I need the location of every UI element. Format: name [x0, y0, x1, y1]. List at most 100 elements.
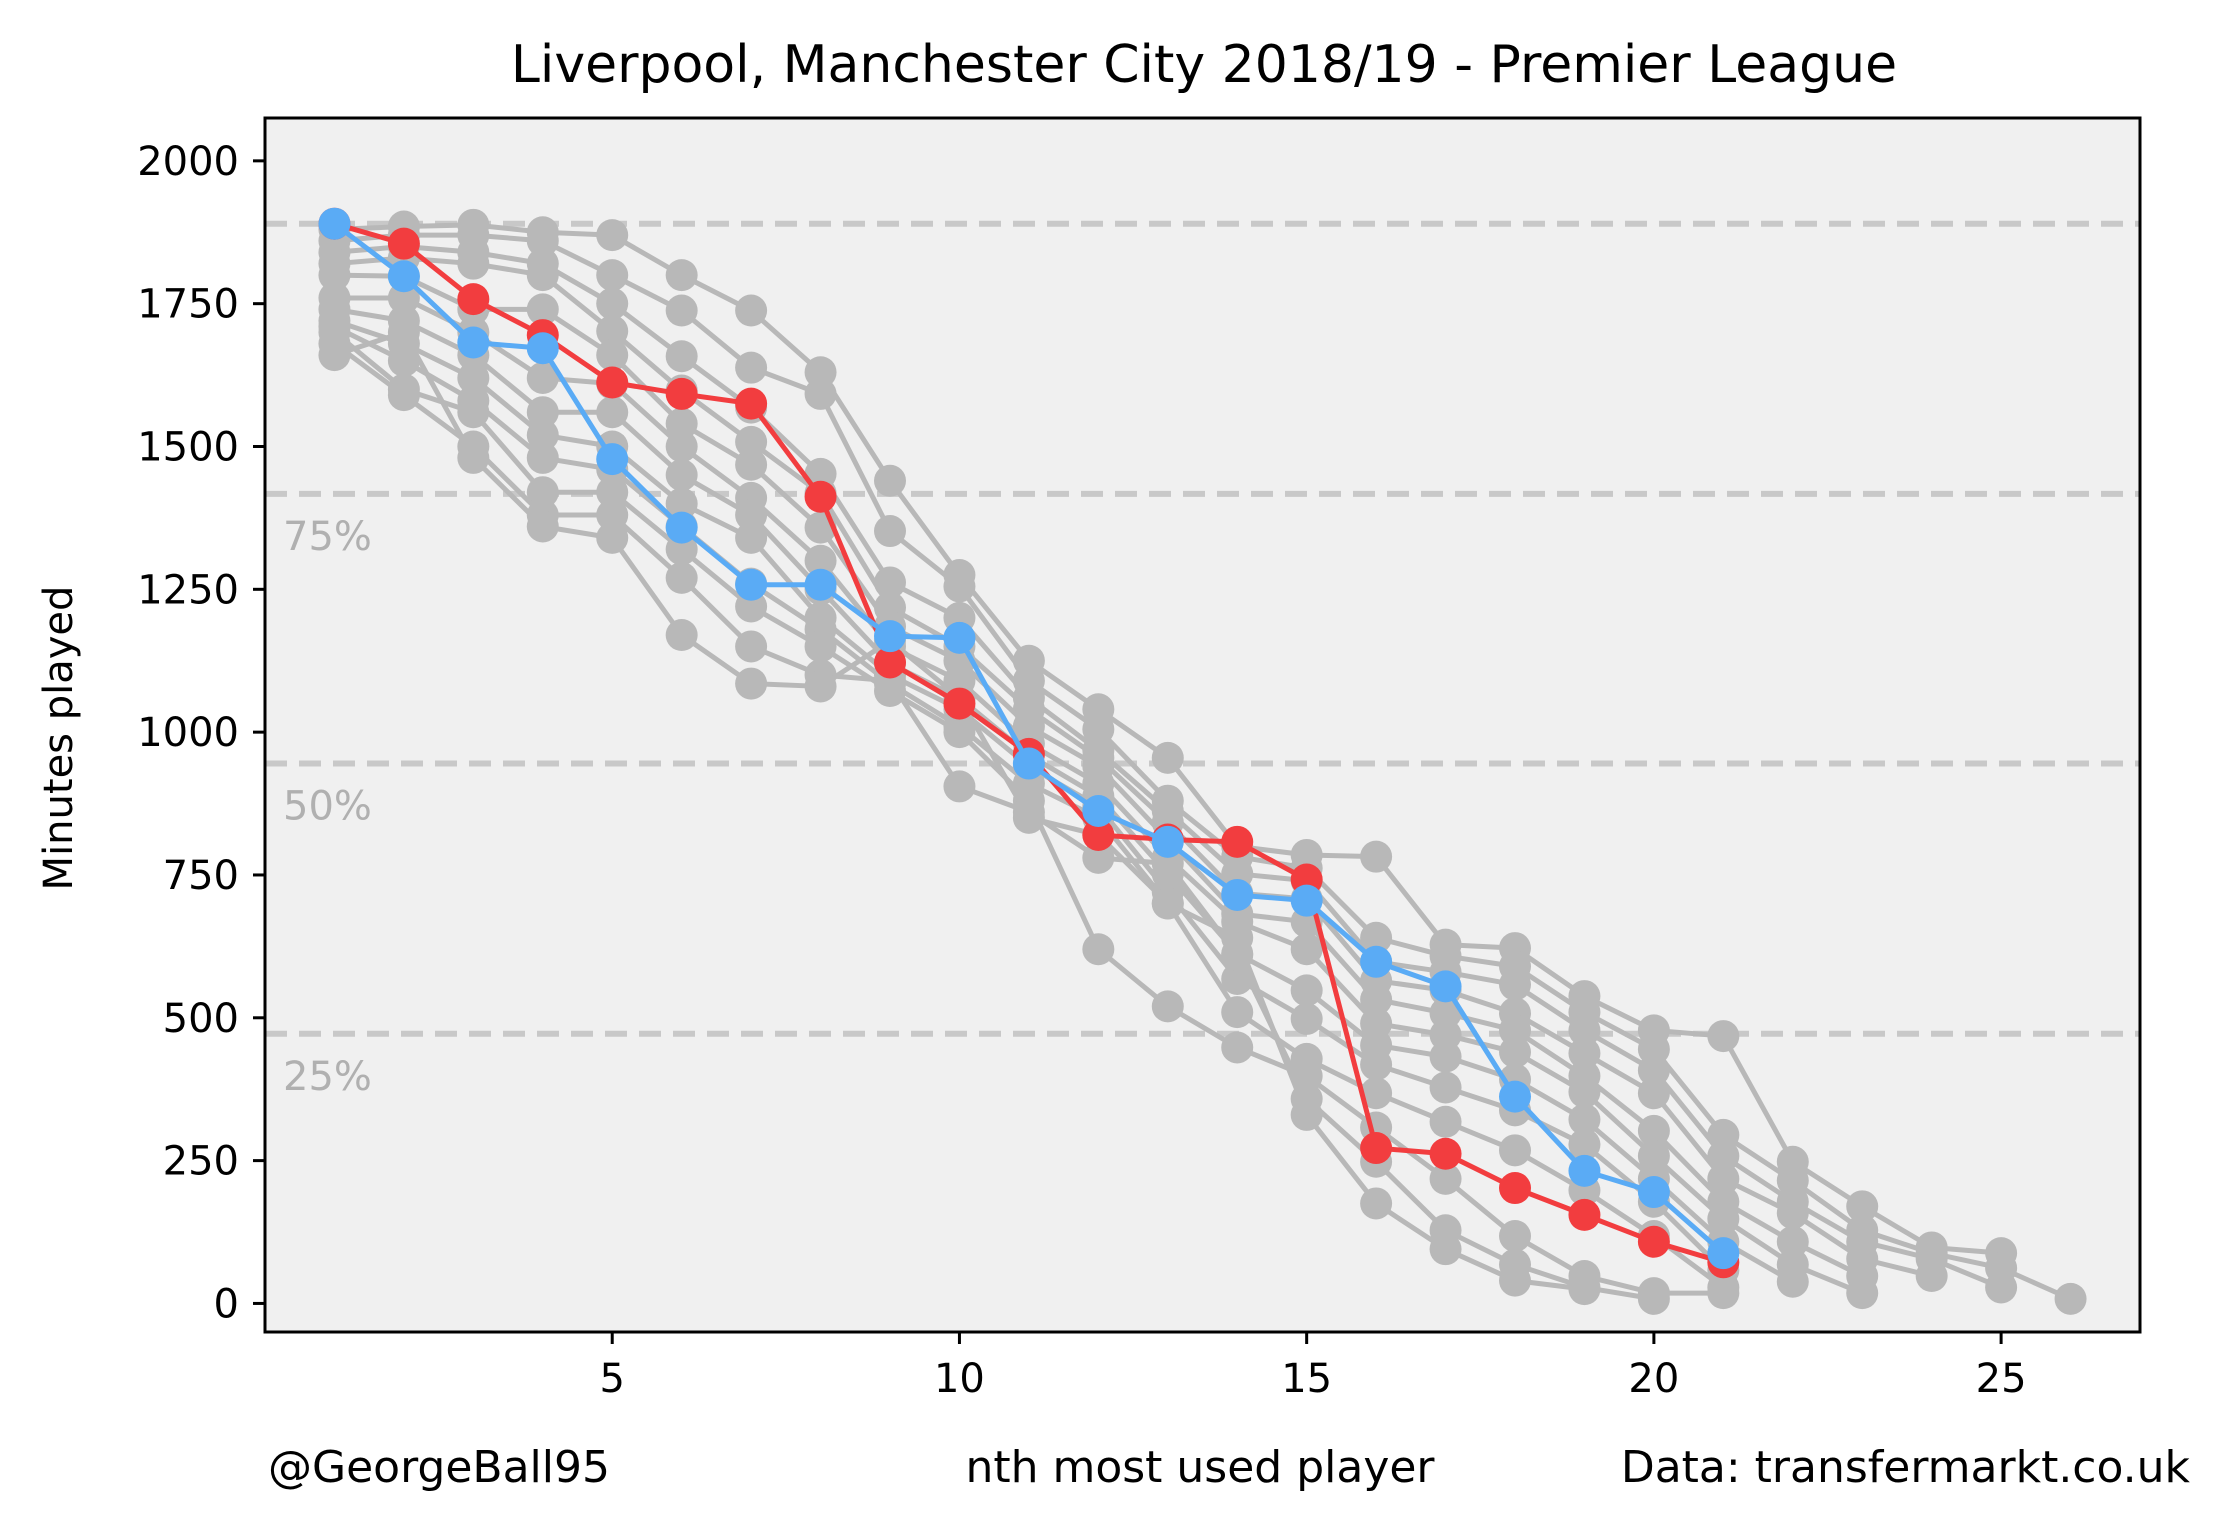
series-4-point-24	[1985, 1271, 2018, 1304]
series-1-point-15	[1360, 945, 1393, 978]
series-2-point-5	[665, 259, 698, 292]
series-3-point-15	[1360, 921, 1393, 954]
series-9-point-2	[457, 361, 490, 394]
x-tick-label-25: 25	[1976, 1356, 2027, 1402]
series-1-point-12	[1151, 825, 1184, 858]
series-7-point-14	[1290, 933, 1323, 966]
series-13-point-5	[665, 619, 698, 652]
series-6-point-19	[1637, 1114, 1670, 1147]
x-tick-label-20: 20	[1628, 1356, 1679, 1402]
plot-background	[265, 118, 2140, 1332]
series-3-point-4	[596, 259, 629, 292]
series-11-point-20	[1707, 1277, 1740, 1310]
series-11-point-13	[1221, 1031, 1254, 1064]
series-0-point-5	[665, 377, 698, 410]
series-1-point-1	[387, 260, 420, 293]
y-axis-label: Minutes played	[36, 586, 82, 891]
series-1-point-10	[1012, 747, 1045, 780]
series-13-point-1	[387, 316, 420, 349]
plot-area	[265, 118, 2140, 1332]
series-6-point-5	[665, 407, 698, 440]
series-1-point-19	[1637, 1176, 1670, 1209]
series-13-point-15	[1360, 1187, 1393, 1220]
reference-line-label-1: 75%	[283, 514, 372, 560]
series-2-point-22	[1846, 1190, 1879, 1223]
x-tick-label-10: 10	[934, 1356, 985, 1402]
series-4-point-20	[1707, 1140, 1740, 1173]
series-1-point-16	[1429, 970, 1462, 1003]
series-3-point-3	[526, 224, 559, 257]
series-7-point-22	[1846, 1277, 1879, 1310]
series-11-point-16	[1429, 1162, 1462, 1195]
series-8-point-5	[665, 459, 698, 492]
series-12-point-9	[943, 770, 976, 803]
series-2-point-15	[1360, 840, 1393, 873]
series-8-point-21	[1776, 1265, 1809, 1298]
series-6-point-15	[1360, 983, 1393, 1016]
series-0-point-19	[1637, 1225, 1670, 1258]
y-tick-label-1500: 1500	[137, 424, 239, 470]
series-5-point-19	[1637, 1077, 1670, 1110]
series-1-point-3	[526, 332, 559, 365]
series-13-point-4	[596, 521, 629, 554]
series-7-point-17	[1499, 1036, 1531, 1069]
y-tick-label-0: 0	[214, 1281, 239, 1327]
series-5-point-2	[457, 247, 490, 280]
series-0-point-11	[1082, 818, 1115, 851]
series-1-point-4	[596, 443, 629, 476]
series-0-point-17	[1499, 1172, 1531, 1205]
footer-credit: @GeorgeBall95	[268, 1442, 610, 1493]
series-9-point-5	[665, 487, 698, 520]
series-13-point-17	[1499, 1264, 1531, 1297]
series-1-point-14	[1290, 884, 1323, 917]
series-4-point-18	[1568, 1014, 1601, 1047]
series-5-point-20	[1707, 1162, 1740, 1195]
series-10-point-3	[526, 441, 559, 474]
series-5-point-23	[1915, 1260, 1948, 1293]
y-tick-label-1250: 1250	[137, 567, 239, 613]
series-7-point-18	[1568, 1076, 1601, 1109]
series-13-point-7	[804, 670, 837, 703]
series-8-point-16	[1429, 1040, 1462, 1073]
series-5-point-3	[526, 259, 559, 292]
series-7-point-20	[1707, 1202, 1740, 1235]
series-3-point-7	[804, 377, 837, 410]
series-8-point-18	[1568, 1103, 1601, 1136]
series-2-point-6	[735, 294, 768, 327]
series-13-point-0	[318, 339, 351, 372]
series-1-point-11	[1082, 794, 1115, 827]
series-layer	[318, 207, 2087, 1315]
series-13-point-13	[1221, 921, 1254, 954]
series-0-point-16	[1429, 1137, 1462, 1170]
series-13-point-6	[735, 667, 768, 700]
series-12-point-19	[1637, 1282, 1670, 1315]
series-2-point-20	[1707, 1020, 1740, 1053]
series-8-point-14	[1290, 974, 1323, 1007]
series-3-point-6	[735, 351, 768, 384]
series-2-point-8	[874, 464, 906, 497]
series-5-point-4	[596, 315, 629, 348]
series-10-point-15	[1360, 1077, 1393, 1110]
series-12-point-4	[596, 499, 629, 532]
series-0-point-9	[943, 687, 976, 720]
series-0-point-15	[1360, 1132, 1393, 1165]
plot-frame	[263, 116, 2142, 1334]
series-11-point-11	[1082, 933, 1115, 966]
series-2-point-12	[1151, 741, 1184, 774]
series-1-point-9	[943, 621, 976, 654]
series-9-point-15	[1360, 1048, 1393, 1081]
series-4-point-17	[1499, 968, 1531, 1001]
series-5-point-21	[1776, 1197, 1809, 1230]
series-9-point-3	[526, 419, 559, 452]
series-12-point-11	[1082, 841, 1115, 874]
series-10-point-17	[1499, 1134, 1531, 1167]
series-1-point-5	[665, 511, 698, 544]
series-12-point-6	[735, 630, 768, 663]
series-5-point-6	[735, 425, 768, 458]
series-0-point-1	[387, 227, 420, 260]
series-0-point-18	[1568, 1198, 1601, 1231]
series-11-point-3	[526, 476, 559, 509]
series-0-point-7	[804, 480, 837, 513]
series-1-point-17	[1499, 1080, 1531, 1113]
series-13-point-16	[1429, 1233, 1462, 1266]
